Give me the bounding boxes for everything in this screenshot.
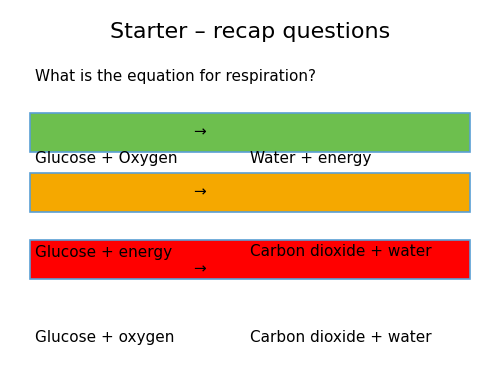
FancyBboxPatch shape — [30, 172, 470, 212]
Text: Starter – recap questions: Starter – recap questions — [110, 22, 390, 42]
Text: What is the equation for respiration?: What is the equation for respiration? — [35, 69, 316, 84]
Text: Carbon dioxide + water: Carbon dioxide + water — [250, 244, 432, 260]
Text: →: → — [194, 124, 206, 140]
Text: Glucose + oxygen: Glucose + oxygen — [35, 330, 174, 345]
Text: Glucose + energy: Glucose + energy — [35, 244, 172, 260]
Text: →: → — [194, 262, 206, 277]
FancyBboxPatch shape — [30, 112, 470, 152]
FancyBboxPatch shape — [30, 240, 470, 279]
Text: Glucose + Oxygen: Glucose + Oxygen — [35, 151, 178, 166]
Text: Carbon dioxide + water: Carbon dioxide + water — [250, 330, 432, 345]
Text: →: → — [194, 184, 206, 200]
Text: Water + energy: Water + energy — [250, 151, 372, 166]
